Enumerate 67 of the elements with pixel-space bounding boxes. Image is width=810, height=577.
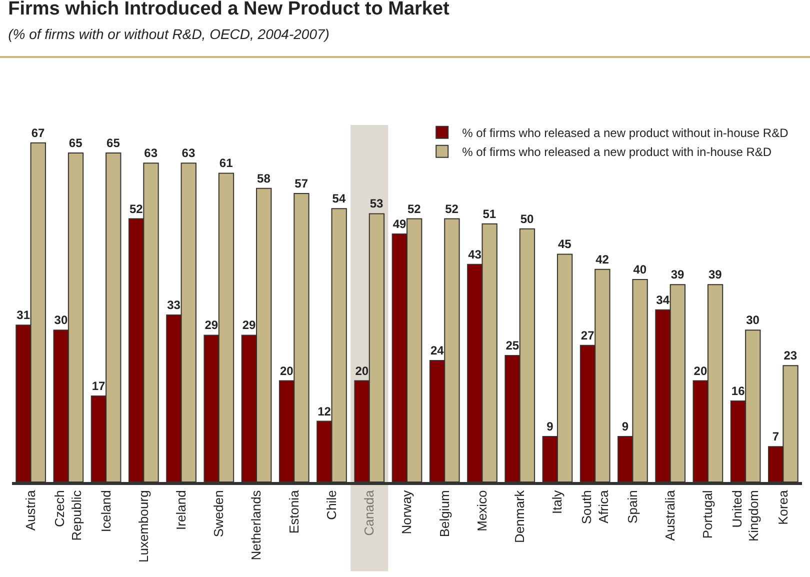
x-tick-label: Belgium <box>436 490 452 538</box>
x-tick-label: Sweden <box>211 490 226 538</box>
data-label: 63 <box>144 146 158 160</box>
data-label: 50 <box>520 212 534 226</box>
data-label: 39 <box>670 268 684 282</box>
data-label: 43 <box>468 247 482 262</box>
data-label: 49 <box>392 216 406 231</box>
x-tick-label: Portugal <box>700 490 716 539</box>
data-label: 12 <box>318 404 332 418</box>
data-label: 45 <box>558 237 572 252</box>
x-tick-label: Estonia <box>286 489 302 534</box>
data-label: 20 <box>280 364 294 378</box>
data-label: 54 <box>332 192 346 206</box>
data-label: 42 <box>596 252 610 266</box>
legend-label: % of firms who released a new product without in-house R&D <box>462 126 789 140</box>
x-tick-label: Norway <box>399 490 414 534</box>
x-tick-label: Italy <box>550 490 565 514</box>
data-label: 63 <box>182 146 196 160</box>
data-label: 30 <box>54 313 68 328</box>
data-label: 39 <box>708 268 722 282</box>
legend-label: % of firms who released a new product with in-house R&D <box>462 145 772 160</box>
data-label: 29 <box>242 318 256 332</box>
data-label: 23 <box>784 348 798 363</box>
x-tick-label: Mexico <box>474 490 490 532</box>
data-label: 25 <box>506 338 520 352</box>
x-tick-label: South Africa <box>578 489 611 524</box>
x-tick-label: Denmark <box>512 490 528 543</box>
data-label: 27 <box>580 328 595 342</box>
data-label: 30 <box>746 313 760 328</box>
x-tick-label: Chile <box>324 490 339 520</box>
x-tick-label: Ireland <box>174 490 189 530</box>
data-label: 29 <box>204 318 218 332</box>
x-tick-label: Czech Republic <box>52 490 84 541</box>
data-label: 51 <box>482 206 496 221</box>
data-label: 61 <box>219 156 234 170</box>
data-label: 40 <box>633 262 647 277</box>
x-tick-label: Luxembourg <box>136 490 151 562</box>
data-label: 9 <box>546 419 554 434</box>
data-label: 16 <box>731 384 746 398</box>
chart-title: Firms which Introduced a New Product to Market <box>8 0 450 20</box>
x-tick-label: Australia <box>662 489 678 541</box>
data-label: 24 <box>430 344 444 358</box>
x-tick-label: Korea <box>775 489 790 525</box>
data-label: 20 <box>694 364 708 378</box>
data-label: 20 <box>355 364 369 378</box>
data-label: 52 <box>408 202 422 216</box>
data-label: 52 <box>130 202 144 216</box>
data-label: 58 <box>257 171 271 186</box>
data-label: 31 <box>16 308 30 322</box>
chart-subtitle: (% of firms with or without R&D, OECD, 2004-2007) <box>8 26 330 42</box>
x-tick-label: United Kingdom <box>729 490 762 542</box>
data-label: 57 <box>294 176 308 190</box>
x-tick-label: Austria <box>23 489 38 531</box>
x-tick-label: Canada <box>362 489 377 536</box>
data-label: 7 <box>772 430 780 444</box>
data-label: 52 <box>445 202 459 216</box>
data-label: 67 <box>31 126 45 140</box>
x-tick-label: Iceland <box>98 490 114 532</box>
data-label: 34 <box>656 292 670 307</box>
data-label: 33 <box>167 298 181 312</box>
x-tick-label: Netherlands <box>248 490 264 560</box>
data-label: 17 <box>92 378 106 393</box>
data-label: 65 <box>106 136 120 150</box>
data-label: 53 <box>370 196 384 211</box>
data-label: 9 <box>622 419 629 434</box>
data-label: 65 <box>68 136 83 150</box>
x-tick-label: Spain <box>624 490 640 524</box>
